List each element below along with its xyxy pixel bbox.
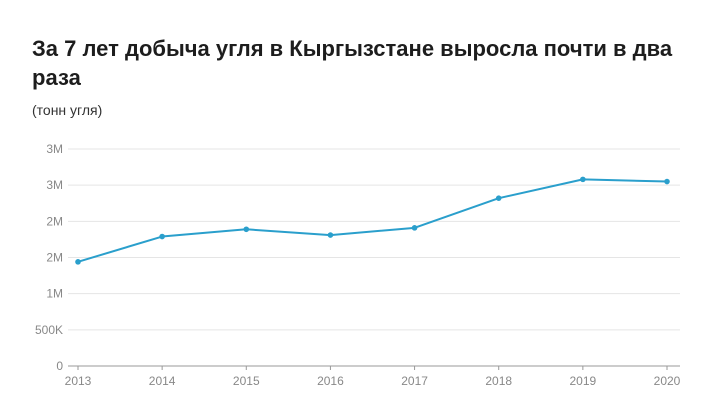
y-tick-label: 3M (46, 178, 63, 192)
x-tick-label: 2016 (317, 374, 344, 388)
data-point[interactable] (495, 195, 502, 201)
series-coal-production (77, 178, 668, 263)
x-tick-label: 2017 (401, 374, 428, 388)
grid-lines (68, 148, 680, 331)
y-tick-label: 3M (46, 142, 63, 156)
y-tick-label: 2M (46, 214, 63, 228)
chart-title: За 7 лет добыча угля в Кыргызстане вырос… (32, 36, 673, 90)
data-points (75, 176, 670, 265)
x-tick-label: 2018 (485, 374, 512, 388)
x-tick-label: 2015 (233, 374, 260, 388)
data-point[interactable] (580, 176, 586, 183)
chart-subtitle: (тонн угля) (32, 102, 103, 118)
x-tick-label: 2020 (654, 374, 681, 388)
y-tick-label: 2M (46, 251, 63, 265)
x-tick-labels: 2013 2014 2015 2016 2017 2018 2019 2020 (65, 374, 681, 388)
x-tick-label: 2014 (149, 374, 176, 388)
y-tick-label: 500K (35, 323, 63, 337)
y-tick-label: 0 (56, 359, 63, 373)
y-tick-labels: 0 500K 1M 2M 2M 3M 3M (35, 142, 63, 373)
data-point[interactable] (664, 178, 670, 185)
data-point[interactable] (327, 232, 334, 238)
x-tick-label: 2019 (570, 374, 597, 388)
y-tick-label: 1M (46, 287, 63, 301)
axes (68, 365, 680, 370)
series-line (77, 178, 668, 263)
x-tick-label: 2013 (65, 374, 92, 388)
data-point[interactable] (75, 259, 81, 265)
data-point[interactable] (411, 225, 418, 231)
data-point[interactable] (243, 226, 250, 233)
data-point[interactable] (159, 233, 165, 240)
